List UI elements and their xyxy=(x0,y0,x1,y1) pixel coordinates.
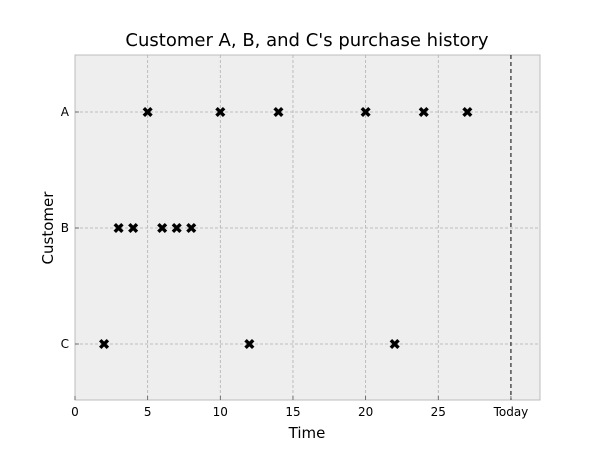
purchase-marker-c xyxy=(244,338,255,350)
purchase-marker-b xyxy=(128,222,139,234)
purchase-marker-b xyxy=(113,222,124,234)
x-tick-label: 10 xyxy=(213,405,228,419)
purchase-marker-b xyxy=(186,222,197,234)
purchase-marker-b xyxy=(171,222,182,234)
chart-title: Customer A, B, and C's purchase history xyxy=(125,30,489,51)
x-tick-label: 25 xyxy=(431,405,446,419)
today-tick-label: Today xyxy=(493,405,529,419)
purchase-marker-a xyxy=(360,106,371,118)
y-tick-label: A xyxy=(61,105,70,119)
x-tick-label: 15 xyxy=(285,405,300,419)
x-tick-label: 5 xyxy=(144,405,152,419)
plot-area xyxy=(74,54,541,401)
y-tick-label: C xyxy=(61,337,69,351)
purchase-marker-a xyxy=(418,106,429,118)
purchase-marker-c xyxy=(99,338,110,350)
purchase-marker-a xyxy=(142,106,153,118)
purchase-marker-a xyxy=(462,106,473,118)
axis-ticks: 0 5 10 15 20 25 Today A B C xyxy=(61,105,529,419)
purchase-marker-c xyxy=(389,338,400,350)
x-tick-label: 0 xyxy=(71,405,79,419)
purchase-marker-a xyxy=(273,106,284,118)
x-axis-label: Time xyxy=(288,424,326,442)
data-points xyxy=(99,106,473,350)
y-tick-label: B xyxy=(61,221,69,235)
y-axis-label: Customer xyxy=(39,191,57,265)
x-tick-label: 20 xyxy=(358,405,373,419)
purchase-marker-b xyxy=(157,222,168,234)
purchase-marker-a xyxy=(215,106,226,118)
